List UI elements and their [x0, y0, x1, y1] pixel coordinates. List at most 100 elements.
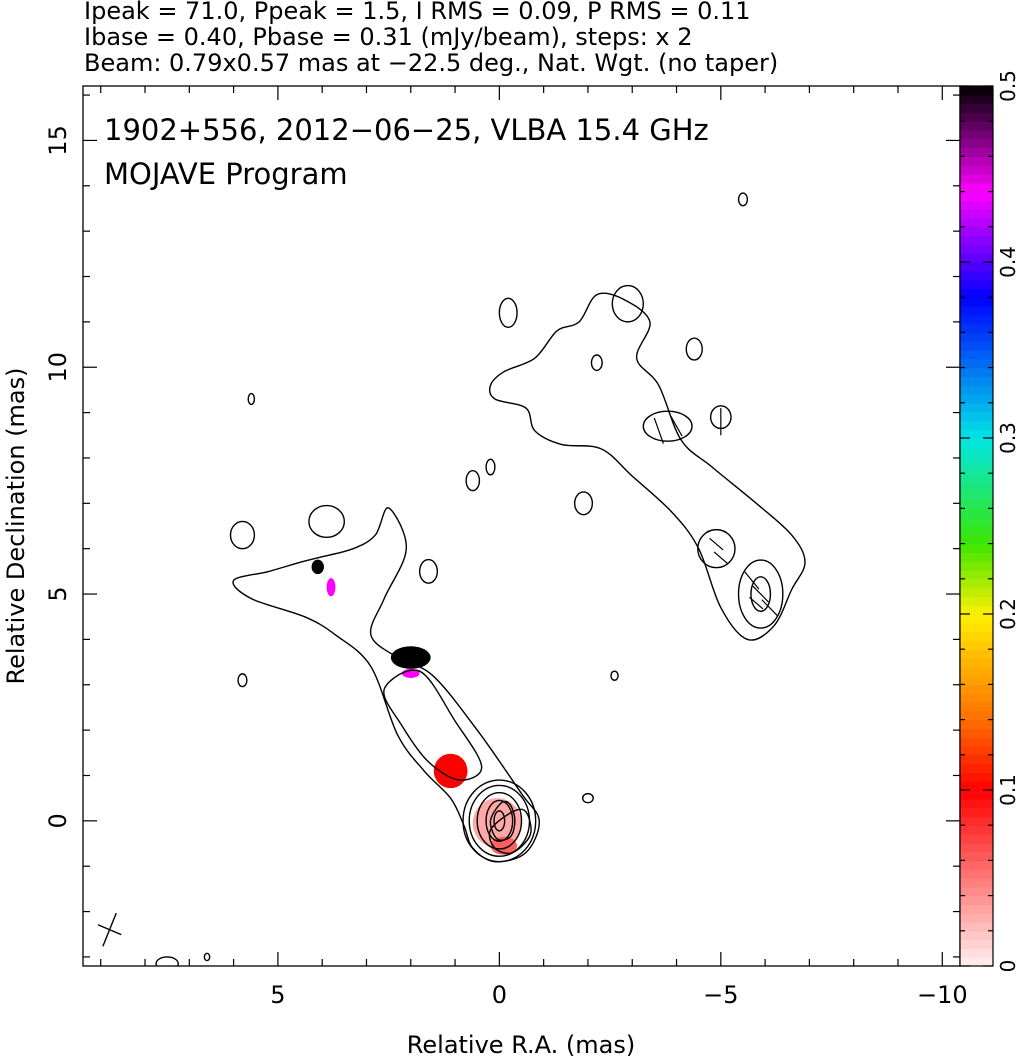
core-contour-0: [493, 810, 506, 832]
pol-patch-2: [326, 578, 336, 597]
chart-title: 1902+556, 2012−06−25, VLBA 15.4 GHz: [104, 113, 709, 147]
contour-south-3: [489, 800, 516, 841]
core-contour-4: [462, 779, 537, 863]
colorbar-band: [960, 156, 993, 166]
colorbar-band: [960, 561, 993, 571]
colorbar-band: [960, 165, 993, 175]
contour-island-14: [610, 670, 619, 681]
colorbar-band: [960, 596, 993, 606]
colorbar-band: [960, 244, 993, 254]
colorbar-band: [960, 314, 993, 325]
pol-patch-1: [311, 559, 324, 575]
contour-island-6: [485, 458, 496, 476]
axes: 5 0 −5 −10 0 5 10 15: [44, 86, 968, 1009]
contour-island-9: [308, 504, 346, 539]
contour-island-7: [465, 469, 481, 492]
colorbar-band: [960, 957, 993, 967]
colorbar-band: [960, 517, 993, 527]
pol-patch-0: [390, 646, 431, 669]
colorbar-band: [960, 358, 993, 369]
colorbar-tick-label: 0.4: [996, 246, 1020, 278]
contour-island-3: [590, 354, 603, 372]
colorbar-band: [960, 402, 993, 413]
evpa-vector-0: [752, 585, 769, 603]
x-tick-label: −10: [917, 981, 968, 1009]
colorbar-band: [960, 270, 993, 281]
plot-frame: [82, 85, 961, 967]
colorbar-band: [960, 904, 993, 914]
colorbar-band: [960, 464, 993, 474]
colorbar-band: [960, 297, 993, 307]
colorbar-band: [960, 790, 993, 800]
colorbar-band: [960, 455, 993, 465]
colorbar-band: [960, 438, 993, 448]
evpa-vector-7: [670, 416, 683, 437]
colorbar-band: [960, 570, 993, 580]
colorbar-band: [960, 526, 993, 536]
colorbar-band: [960, 605, 993, 615]
colorbar-band: [960, 420, 993, 430]
colorbar: 0 0.1 0.2 0.3 0.4 0.5: [959, 70, 1020, 973]
core-contour-2: [476, 792, 523, 850]
colorbar-band: [960, 394, 993, 404]
colorbar-band: [960, 508, 993, 518]
contour-island-17: [203, 952, 211, 962]
colorbar-band: [960, 94, 993, 105]
y-tick-label: 10: [44, 352, 72, 383]
x-tick-label: 5: [270, 981, 285, 1009]
y-tick-label: 5: [44, 586, 72, 601]
contour-island-1: [611, 284, 645, 323]
colorbar-band: [960, 631, 993, 641]
contour-island-10: [229, 520, 256, 550]
colorbar-band: [960, 851, 993, 861]
colorbar-band: [960, 288, 993, 298]
chart-subtitle: MOJAVE Program: [104, 157, 348, 191]
north-inner-contour-0: [737, 559, 784, 629]
north-inner-contour-2: [697, 528, 736, 569]
colorbar-band: [960, 182, 993, 193]
colorbar-band: [960, 218, 993, 228]
colorbar-band: [960, 614, 993, 624]
colorbar-band: [960, 719, 993, 729]
colorbar-band: [960, 147, 993, 157]
beam-minor-axis: [97, 924, 122, 936]
colorbar-band: [960, 746, 993, 756]
colorbar-band: [960, 737, 993, 747]
colorbar-band: [960, 939, 993, 949]
evpa-vector-5: [713, 551, 728, 565]
contour-island-12: [247, 392, 256, 406]
contour-island-0: [737, 192, 749, 207]
colorbar-band: [960, 411, 993, 421]
colorbar-band: [960, 279, 993, 289]
colorbar-band: [960, 253, 993, 263]
colorbar-band: [960, 499, 993, 509]
colorbar-band: [960, 869, 993, 879]
colorbar-tick-label: 0.3: [996, 422, 1020, 454]
colorbar-tick-label: 0.5: [996, 70, 1020, 102]
colorbar-band: [960, 385, 993, 395]
colorbar-band: [960, 922, 993, 932]
colorbar-band: [960, 878, 993, 888]
colorbar-tick-label: 0.2: [996, 598, 1020, 630]
colorbar-band: [960, 834, 993, 844]
colorbar-band: [960, 842, 993, 853]
x-axis-label: Relative R.A. (mas): [407, 1031, 635, 1059]
colorbar-band: [960, 798, 993, 809]
contour-island-8: [573, 491, 594, 516]
colorbar-tick-label: 0: [996, 960, 1020, 973]
colorbar-band: [960, 350, 993, 360]
colorbar-band: [960, 138, 993, 149]
evpa-vector-3: [749, 596, 764, 610]
header-line-1: Ipeak = 71.0, Ppeak = 1.5, I RMS = 0.09,…: [84, 0, 751, 25]
contour-south-1: [383, 669, 483, 781]
colorbar-band: [960, 226, 993, 237]
colorbar-band: [960, 130, 993, 140]
y-tick-label: 15: [44, 125, 72, 156]
north-inner-contour-1: [750, 576, 772, 612]
contour-island-11: [418, 558, 439, 584]
colorbar-band: [960, 702, 993, 712]
contour-island-16: [155, 956, 179, 966]
colorbar-band: [960, 587, 993, 597]
evpa-vector-1: [744, 571, 760, 590]
colorbar-band: [960, 490, 993, 501]
